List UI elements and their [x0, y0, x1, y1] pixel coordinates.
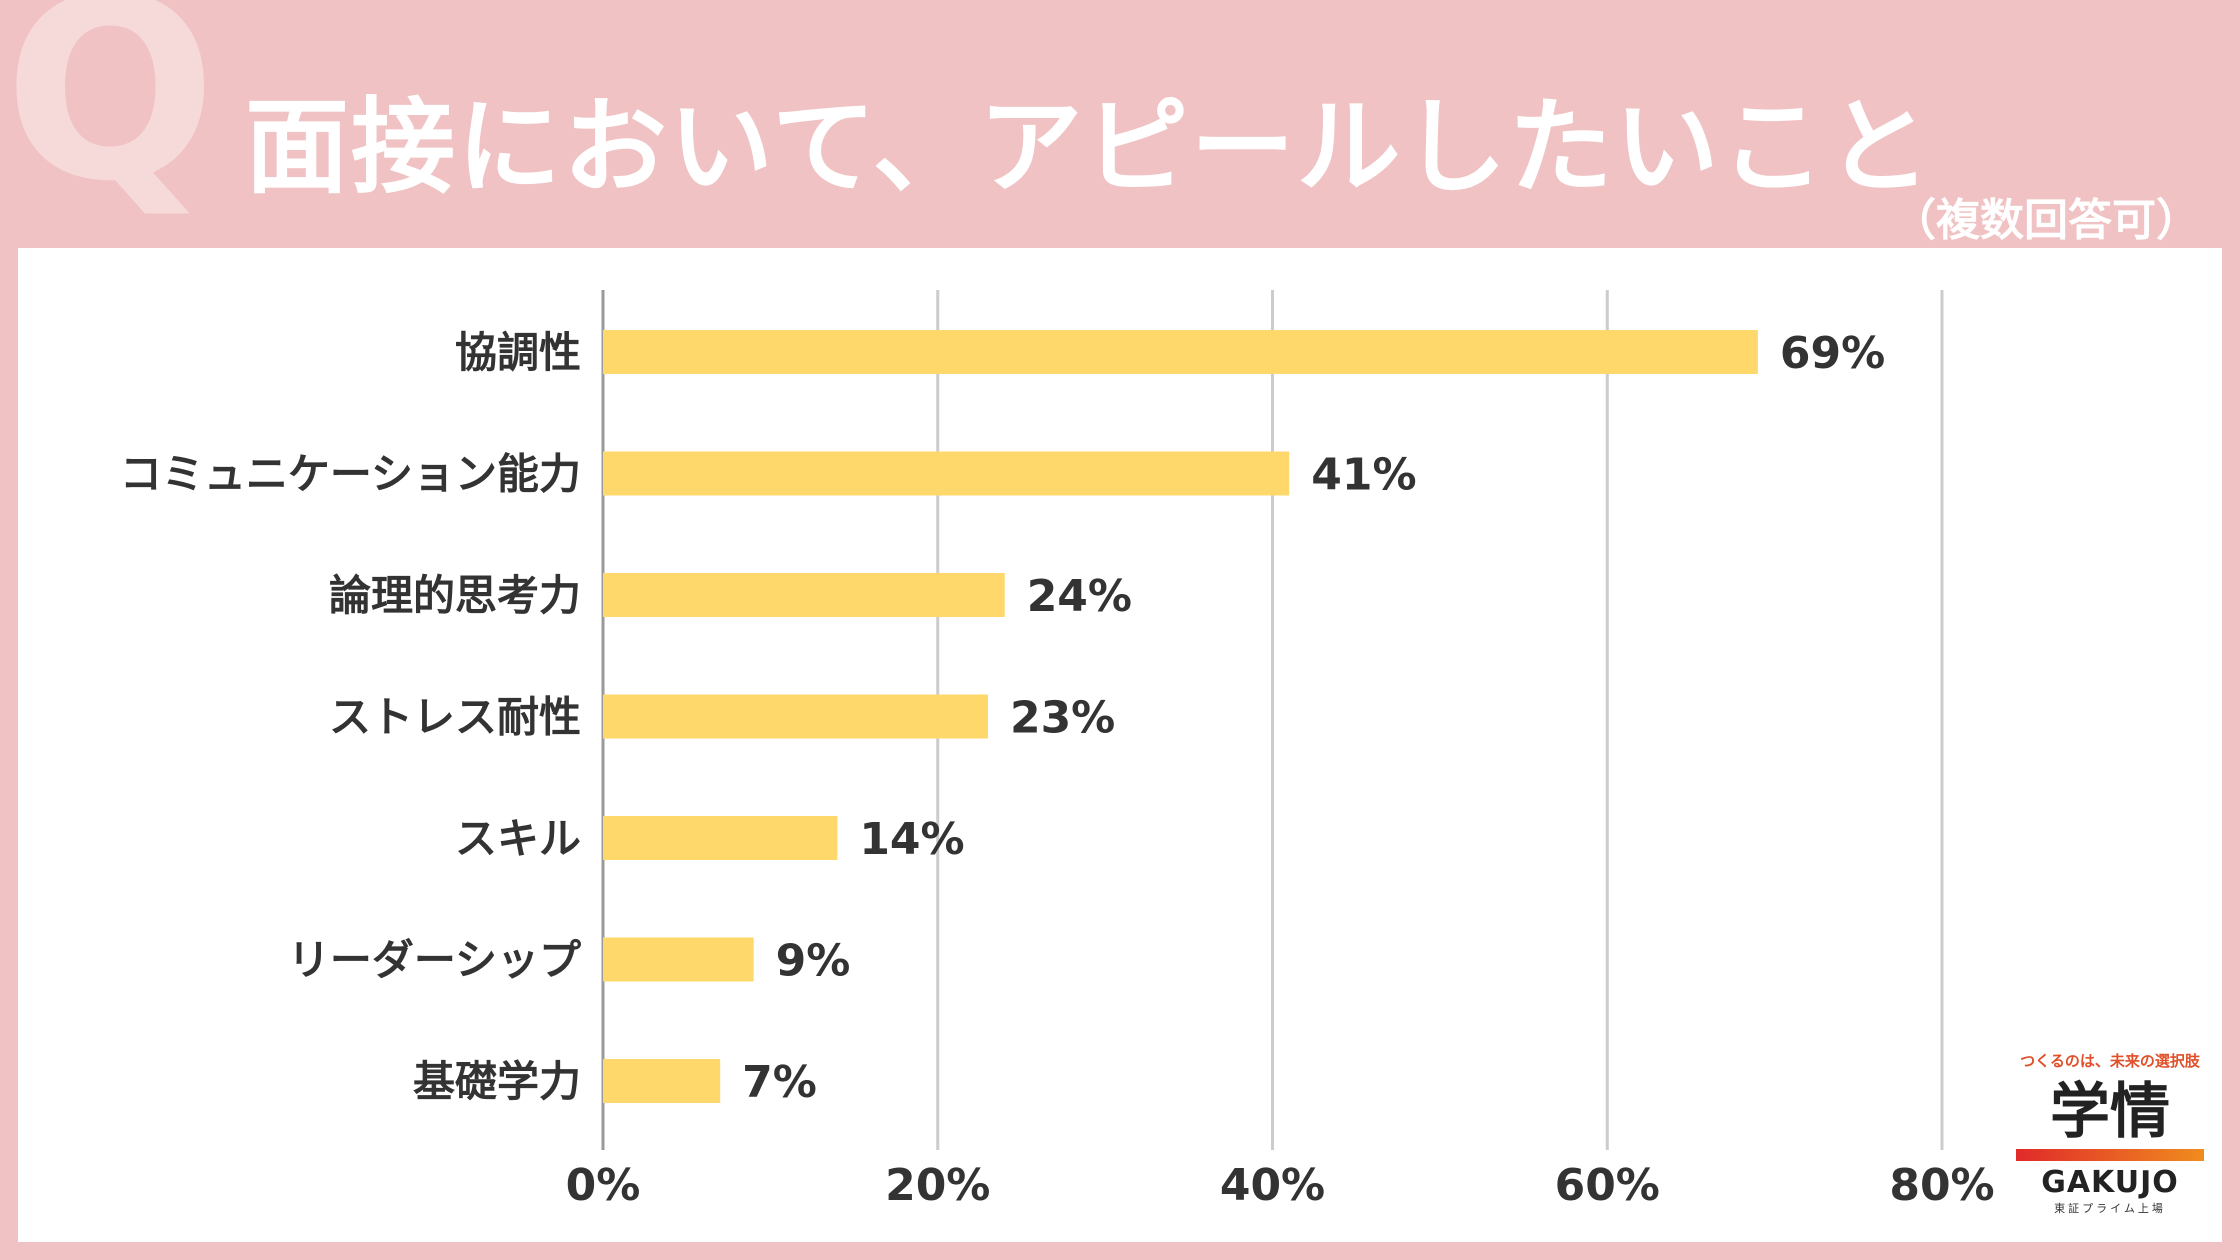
value-label: 9%	[776, 936, 851, 987]
category-label: 基礎学力	[413, 1057, 581, 1106]
value-label: 14%	[859, 814, 964, 865]
page-subtitle: （複数回答可）	[1892, 195, 2200, 246]
bar	[603, 330, 1758, 374]
value-label: 23%	[1010, 693, 1115, 744]
tick-label: 40%	[1220, 1160, 1325, 1211]
category-label: スキル	[455, 814, 581, 863]
bar	[603, 1059, 721, 1103]
category-label: リーダーシップ	[288, 936, 581, 985]
tick-label: 0%	[566, 1160, 641, 1211]
bar	[603, 694, 988, 739]
tick-label: 80%	[1889, 1160, 1994, 1211]
bar	[603, 451, 1290, 496]
logo-color-bar	[2016, 1149, 2204, 1161]
value-label: 69%	[1780, 328, 1885, 379]
value-label: 24%	[1027, 571, 1132, 622]
value-label: 41%	[1311, 450, 1416, 501]
category-label: ストレス耐性	[329, 693, 581, 742]
bar	[603, 816, 838, 860]
bar	[603, 573, 1005, 617]
logo-kanji: 学情	[2050, 1077, 2170, 1147]
tick-label: 60%	[1555, 1160, 1660, 1211]
page-title: 面接において、アピールしたいこと	[245, 86, 1933, 208]
gakujo-logo: つくるのは、未来の選択肢 学情 GAKUJO 東証プライム上場	[2002, 1050, 2218, 1216]
logo-tagline: つくるのは、未来の選択肢	[2020, 1052, 2200, 1070]
logo-name: GAKUJO	[2041, 1165, 2179, 1200]
logo-subtext: 東証プライム上場	[2054, 1202, 2166, 1215]
chart-panel: 0% 20% 40% 60% 80% 協調性 69% コミュニケーション能力 41% 論理的思考力…	[18, 248, 2222, 1242]
q-mark: Q	[4, 0, 217, 236]
bar-chart: 0% 20% 40% 60% 80% 協調性 69% コミュニケーション能力 41% 論理的思考力…	[120, 290, 1995, 1211]
bar	[603, 937, 754, 982]
tick-label: 20%	[885, 1160, 990, 1211]
category-label: コミュニケーション能力	[120, 450, 581, 499]
value-label: 7%	[742, 1057, 817, 1108]
category-label: 論理的思考力	[329, 571, 581, 620]
category-label: 協調性	[455, 328, 581, 377]
